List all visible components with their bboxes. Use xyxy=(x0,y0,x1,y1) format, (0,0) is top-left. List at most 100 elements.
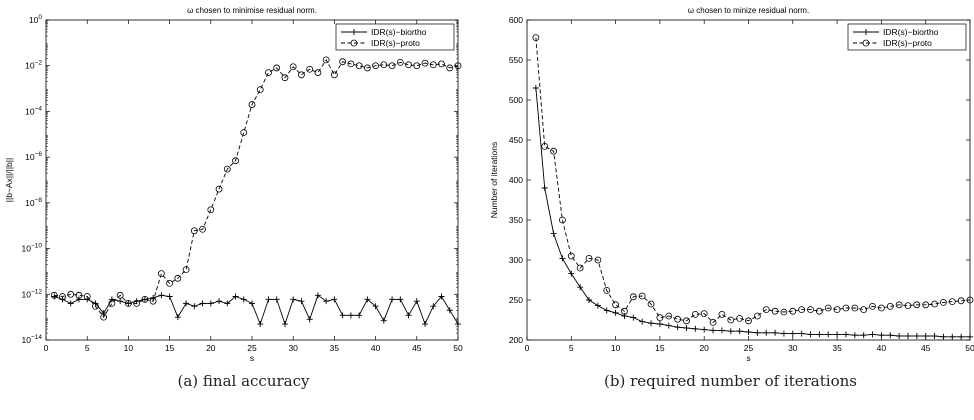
chart-title: ω chosen to minize residual norm. xyxy=(688,6,809,15)
data-point-plus xyxy=(413,298,420,305)
data-point-plus xyxy=(851,332,858,339)
data-point-circle xyxy=(691,310,699,318)
data-point-plus xyxy=(718,327,725,334)
data-point-plus xyxy=(323,298,330,305)
caption-final-accuracy: (a) final accuracy xyxy=(177,372,310,390)
x-axis-label: s xyxy=(746,353,750,363)
series-line xyxy=(54,59,459,318)
data-point-plus xyxy=(710,327,717,334)
data-point-plus xyxy=(446,307,453,314)
data-point-plus xyxy=(896,333,903,339)
y-tick-label: 250 xyxy=(509,295,523,305)
x-tick-label: 25 xyxy=(247,343,257,353)
data-point-plus xyxy=(290,296,297,303)
data-point-plus xyxy=(249,300,255,307)
data-point-plus xyxy=(174,314,181,321)
data-point-circle xyxy=(886,302,894,310)
y-tick-label: 10−6 xyxy=(25,151,42,162)
data-point-plus xyxy=(763,329,770,336)
data-point-plus xyxy=(949,333,956,340)
data-point-circle xyxy=(306,65,314,73)
data-point-plus xyxy=(339,312,346,319)
data-point-circle xyxy=(265,69,272,76)
y-tick-label: 10−4 xyxy=(25,105,42,116)
data-point-circle xyxy=(860,306,868,314)
data-point-plus xyxy=(603,307,610,314)
data-point-plus xyxy=(594,302,601,309)
legend-marker-circle xyxy=(350,39,358,47)
data-point-circle xyxy=(585,254,593,262)
data-point-circle xyxy=(182,266,190,274)
data-point-circle xyxy=(339,58,347,66)
data-point-circle xyxy=(736,314,744,322)
data-point-circle xyxy=(869,302,876,310)
data-point-plus xyxy=(780,330,787,337)
data-point-circle xyxy=(567,252,575,260)
data-point-plus xyxy=(380,317,387,324)
data-point-circle xyxy=(948,298,956,306)
x-tick-label: 30 xyxy=(288,343,298,353)
data-point-plus xyxy=(727,328,734,335)
legend-marker-circle xyxy=(862,39,870,47)
y-tick-label: 600 xyxy=(509,15,523,25)
x-tick-label: 45 xyxy=(921,343,931,353)
data-point-plus xyxy=(183,300,190,307)
data-point-circle xyxy=(372,62,380,70)
data-point-plus xyxy=(257,321,264,328)
data-point-plus xyxy=(904,333,911,339)
data-point-circle xyxy=(289,63,297,71)
data-point-plus xyxy=(736,328,743,335)
data-point-plus xyxy=(430,303,437,310)
data-point-plus xyxy=(141,296,148,303)
data-point-plus xyxy=(67,300,74,307)
data-point-plus xyxy=(913,333,920,339)
x-tick-label: 5 xyxy=(569,343,574,353)
y-tick-label: 10−12 xyxy=(22,288,43,299)
data-point-circle xyxy=(199,225,206,233)
data-point-plus xyxy=(958,333,965,340)
data-point-plus xyxy=(75,296,82,303)
data-point-circle xyxy=(454,62,462,70)
series-proto xyxy=(532,34,974,326)
data-point-circle xyxy=(322,56,330,64)
data-point-plus xyxy=(455,321,461,328)
data-point-plus xyxy=(265,296,272,303)
data-point-circle xyxy=(656,314,664,322)
data-point-circle xyxy=(922,301,930,309)
x-tick-label: 15 xyxy=(165,343,175,353)
data-point-circle xyxy=(92,302,99,310)
chart-iterations: ω chosen to minize residual norm. 0 5 10 15 2… xyxy=(489,6,974,363)
data-point-circle xyxy=(709,318,717,326)
data-point-circle xyxy=(67,290,75,298)
data-point-plus xyxy=(438,293,445,300)
data-point-circle xyxy=(913,301,921,309)
data-point-plus xyxy=(665,322,672,329)
data-point-plus xyxy=(532,85,539,91)
y-tick-label: 10−2 xyxy=(25,60,42,71)
data-point-plus xyxy=(656,321,663,327)
x-tick-label: 35 xyxy=(330,343,340,353)
data-point-circle xyxy=(745,317,752,325)
data-point-plus xyxy=(869,331,876,338)
data-point-plus xyxy=(683,325,690,331)
data-point-plus xyxy=(842,331,849,338)
data-point-plus xyxy=(372,303,379,310)
data-point-plus xyxy=(701,326,708,333)
data-point-circle xyxy=(380,61,388,69)
data-point-circle xyxy=(248,101,256,108)
data-point-circle xyxy=(683,317,690,325)
x-tick-label: 10 xyxy=(124,343,134,353)
data-point-circle xyxy=(603,286,611,294)
data-point-plus xyxy=(674,324,681,331)
data-point-plus xyxy=(887,332,894,339)
data-point-plus xyxy=(754,329,761,336)
chart-accuracy: ω chosen to minimise residual norm. 0 5 10 1… xyxy=(4,6,463,363)
data-point-plus xyxy=(931,333,938,339)
data-point-plus xyxy=(860,332,867,339)
x-tick-label: 30 xyxy=(788,343,798,353)
data-point-circle xyxy=(559,216,566,224)
data-point-plus xyxy=(389,296,396,303)
x-tick-label: 50 xyxy=(965,343,974,353)
data-point-circle xyxy=(405,61,412,69)
data-point-circle xyxy=(771,307,779,315)
